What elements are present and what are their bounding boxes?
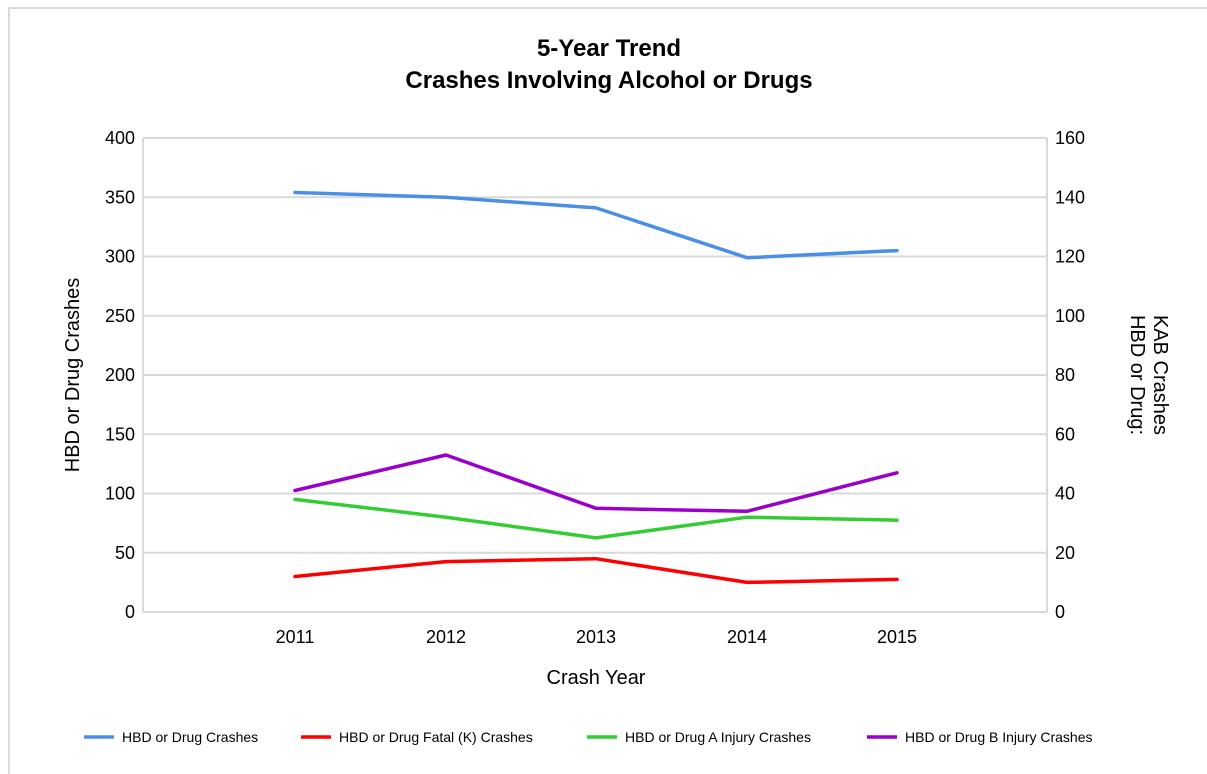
legend: HBD or Drug Crashes HBD or Drug Fatal (K)… bbox=[84, 729, 1093, 745]
left-axis-ticks: 0 50 100 150 200 250 300 350 400 bbox=[105, 128, 135, 622]
left-tick-label: 0 bbox=[125, 602, 135, 622]
left-tick-label: 50 bbox=[115, 543, 135, 563]
x-tick-label: 2013 bbox=[576, 627, 616, 647]
right-tick-label: 100 bbox=[1055, 306, 1085, 326]
x-tick-label: 2012 bbox=[426, 627, 466, 647]
right-tick-label: 40 bbox=[1055, 484, 1075, 504]
right-axis-label-line-2: KAB Crashes bbox=[1149, 315, 1171, 435]
series-line bbox=[293, 556, 899, 585]
left-tick-label: 300 bbox=[105, 247, 135, 267]
left-axis-label: HBD or Drug Crashes bbox=[62, 278, 84, 473]
right-tick-label: 0 bbox=[1055, 602, 1065, 622]
x-tick-label: 2015 bbox=[877, 627, 917, 647]
x-tick-label: 2011 bbox=[276, 627, 315, 647]
chart-title-line-1: 5-Year Trend bbox=[537, 35, 681, 62]
series-line bbox=[293, 190, 899, 260]
right-tick-label: 160 bbox=[1055, 128, 1085, 148]
x-tick-label: 2014 bbox=[727, 627, 767, 647]
left-tick-label: 100 bbox=[105, 484, 135, 504]
right-tick-label: 120 bbox=[1055, 247, 1085, 267]
left-tick-label: 150 bbox=[105, 424, 135, 444]
left-tick-label: 400 bbox=[105, 128, 135, 148]
x-axis-label: Crash Year bbox=[547, 667, 646, 689]
series-line bbox=[293, 453, 899, 514]
legend-label: HBD or Drug B Injury Crashes bbox=[905, 729, 1093, 745]
left-tick-label: 200 bbox=[105, 365, 135, 385]
right-tick-label: 60 bbox=[1055, 424, 1075, 444]
series-line bbox=[293, 497, 899, 540]
right-axis-label-line-1: HBD or Drug: bbox=[1126, 315, 1148, 435]
right-axis-ticks: 0 20 40 60 80 100 120 140 160 bbox=[1055, 128, 1085, 622]
legend-label: HBD or Drug Crashes bbox=[122, 729, 258, 745]
right-tick-label: 80 bbox=[1055, 365, 1075, 385]
legend-label: HBD or Drug A Injury Crashes bbox=[625, 729, 811, 745]
left-tick-label: 250 bbox=[105, 306, 135, 326]
legend-label: HBD or Drug Fatal (K) Crashes bbox=[339, 729, 533, 745]
x-axis-ticks: 2011 2012 2013 2014 2015 bbox=[276, 627, 917, 647]
chart-frame bbox=[8, 7, 1207, 774]
chart-title-line-2: Crashes Involving Alcohol or Drugs bbox=[405, 67, 812, 94]
right-tick-label: 140 bbox=[1055, 187, 1085, 207]
gridlines bbox=[142, 137, 1048, 613]
left-tick-label: 350 bbox=[105, 187, 135, 207]
right-tick-label: 20 bbox=[1055, 543, 1075, 563]
series-lines bbox=[293, 190, 899, 585]
